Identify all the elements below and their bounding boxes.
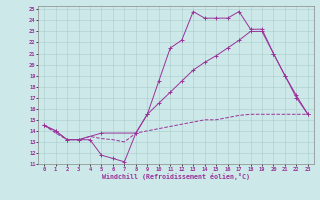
X-axis label: Windchill (Refroidissement éolien,°C): Windchill (Refroidissement éolien,°C) xyxy=(102,173,250,180)
